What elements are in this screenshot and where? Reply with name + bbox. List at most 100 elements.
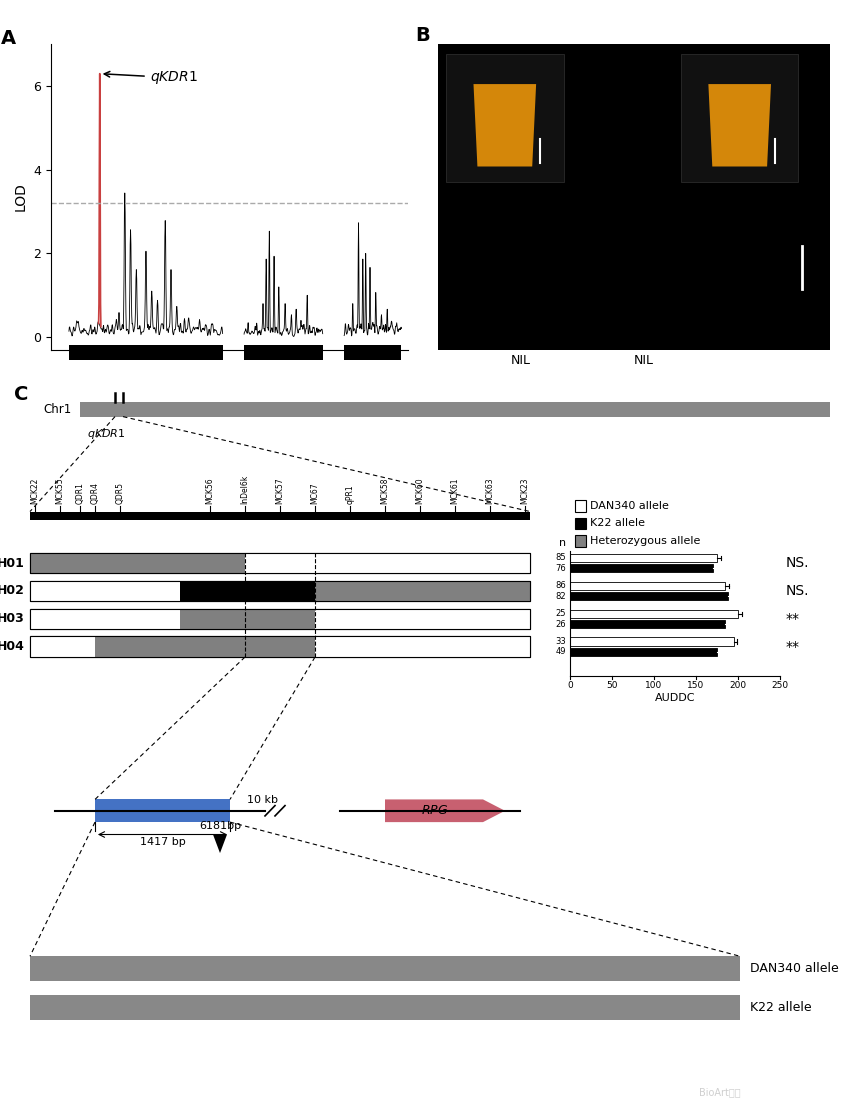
Bar bbox=[95, 636, 315, 657]
Polygon shape bbox=[385, 799, 505, 823]
Text: MCK56: MCK56 bbox=[205, 477, 214, 504]
Bar bbox=[575, 535, 586, 546]
Bar bbox=[575, 501, 586, 512]
Bar bbox=[95, 799, 230, 823]
Bar bbox=[244, 345, 323, 360]
Bar bbox=[30, 636, 530, 657]
Bar bbox=[570, 592, 728, 601]
Text: 10 kb: 10 kb bbox=[247, 795, 278, 805]
Text: 1417 bp: 1417 bp bbox=[140, 837, 186, 847]
Text: DAN340 allele: DAN340 allele bbox=[590, 501, 669, 511]
Text: 82: 82 bbox=[556, 592, 566, 601]
Text: 76: 76 bbox=[555, 564, 566, 573]
Text: 26: 26 bbox=[556, 619, 566, 628]
Text: MCK55: MCK55 bbox=[55, 477, 65, 504]
Bar bbox=[30, 608, 180, 629]
Text: **: ** bbox=[786, 612, 800, 626]
Text: NS.: NS. bbox=[786, 556, 809, 571]
Text: MC67: MC67 bbox=[311, 483, 319, 504]
Text: 49: 49 bbox=[556, 647, 566, 656]
Text: MCK63: MCK63 bbox=[486, 477, 494, 504]
Text: H02: H02 bbox=[0, 585, 25, 597]
Bar bbox=[575, 517, 586, 529]
Bar bbox=[681, 53, 798, 182]
Text: H04: H04 bbox=[0, 640, 25, 653]
Bar bbox=[570, 554, 717, 562]
Text: 50: 50 bbox=[606, 680, 618, 689]
Bar bbox=[315, 581, 530, 602]
Bar bbox=[30, 581, 180, 602]
Text: 0: 0 bbox=[567, 680, 573, 689]
Text: Heterozygous allele: Heterozygous allele bbox=[590, 536, 700, 546]
Text: NS.: NS. bbox=[786, 584, 809, 598]
Bar bbox=[570, 619, 725, 628]
Polygon shape bbox=[213, 835, 227, 854]
Text: 1: 1 bbox=[142, 376, 150, 390]
Text: K22 allele: K22 allele bbox=[590, 518, 645, 528]
Text: QDR4: QDR4 bbox=[90, 483, 100, 504]
Text: 7: 7 bbox=[368, 376, 377, 390]
Text: $qKDR1$: $qKDR1$ bbox=[104, 69, 197, 87]
Text: InDel6k: InDel6k bbox=[241, 475, 249, 504]
Text: Chromosome: Chromosome bbox=[188, 397, 271, 411]
Text: MCK23: MCK23 bbox=[521, 477, 529, 504]
Bar bbox=[30, 581, 530, 602]
Text: 250: 250 bbox=[772, 680, 789, 689]
Text: $qKDR1$: $qKDR1$ bbox=[87, 427, 126, 441]
Text: NIL: NIL bbox=[511, 354, 531, 367]
Bar bbox=[570, 582, 725, 589]
Text: MCK61: MCK61 bbox=[450, 477, 460, 504]
Bar bbox=[315, 636, 530, 657]
Bar bbox=[69, 345, 223, 360]
Text: K22 allele: K22 allele bbox=[750, 1001, 812, 1015]
Text: 6181bp: 6181bp bbox=[199, 821, 241, 831]
Bar bbox=[570, 648, 717, 656]
Bar bbox=[30, 956, 740, 981]
Text: NIL: NIL bbox=[634, 354, 654, 367]
Text: H03: H03 bbox=[0, 613, 25, 625]
Text: qPR1: qPR1 bbox=[346, 485, 355, 504]
Text: 100: 100 bbox=[645, 680, 663, 689]
Text: BioArt植物: BioArt植物 bbox=[700, 1088, 741, 1098]
Text: 150: 150 bbox=[688, 680, 705, 689]
Bar bbox=[570, 609, 738, 618]
Text: MCK60: MCK60 bbox=[415, 477, 425, 504]
Text: A: A bbox=[1, 29, 16, 48]
Text: n: n bbox=[559, 537, 566, 547]
Text: QDR1: QDR1 bbox=[76, 483, 84, 504]
Text: B: B bbox=[414, 26, 430, 46]
Text: Chr1: Chr1 bbox=[43, 403, 72, 416]
Bar bbox=[80, 402, 830, 416]
Bar bbox=[30, 636, 530, 657]
Bar bbox=[180, 608, 315, 629]
Text: 200: 200 bbox=[729, 680, 746, 689]
Bar bbox=[30, 996, 740, 1020]
Text: 25: 25 bbox=[556, 609, 566, 618]
Text: H01: H01 bbox=[0, 556, 25, 569]
Polygon shape bbox=[473, 84, 536, 166]
Text: MCK22: MCK22 bbox=[31, 478, 39, 504]
Text: QDR5: QDR5 bbox=[116, 483, 124, 504]
Bar bbox=[180, 581, 315, 602]
Text: DAN340 allele: DAN340 allele bbox=[750, 962, 839, 976]
Bar bbox=[30, 636, 95, 657]
Text: MCK58: MCK58 bbox=[380, 477, 390, 504]
Text: K22: K22 bbox=[655, 341, 672, 350]
Bar bbox=[30, 553, 530, 574]
Text: DAN340: DAN340 bbox=[532, 341, 568, 350]
Bar bbox=[30, 553, 245, 574]
Text: MCK57: MCK57 bbox=[276, 477, 284, 504]
Text: AUDDC: AUDDC bbox=[654, 693, 695, 703]
Text: 2: 2 bbox=[279, 376, 288, 390]
Text: $RPG$: $RPG$ bbox=[421, 805, 448, 817]
Bar bbox=[30, 581, 530, 602]
Bar bbox=[446, 53, 563, 182]
Bar bbox=[344, 345, 402, 360]
Text: 33: 33 bbox=[555, 637, 566, 646]
Text: C: C bbox=[14, 385, 28, 404]
Bar bbox=[245, 553, 530, 574]
Bar bbox=[30, 553, 530, 574]
Bar bbox=[30, 512, 530, 519]
Y-axis label: LOD: LOD bbox=[14, 182, 28, 212]
Bar bbox=[30, 608, 530, 629]
